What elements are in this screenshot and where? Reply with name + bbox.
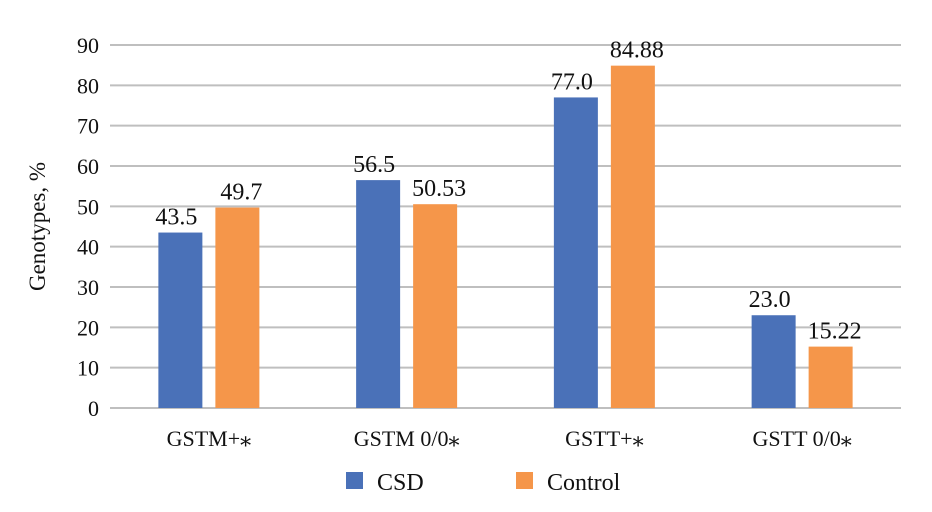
legend-label: CSD — [377, 470, 424, 496]
bar-csd-3 — [751, 315, 796, 408]
legend-item-control: Control — [516, 470, 621, 496]
data-labels: 43.5 49.7 56.5 50.53 77.0 84.88 23.0 15.22 — [155, 38, 861, 345]
bars — [158, 65, 853, 408]
y-tick-label: 80 — [77, 73, 99, 98]
data-label: 56.5 — [353, 152, 395, 178]
data-label: 50.53 — [412, 176, 466, 202]
x-axis-ticks: GSTM+⁎ GSTM 0/0⁎ GSTT+⁎ GSTT 0/0⁎ — [167, 426, 852, 451]
bar-csd-2 — [553, 97, 598, 408]
bar-csd-1 — [356, 180, 401, 408]
y-tick-label: 0 — [88, 396, 99, 421]
y-tick-label: 50 — [77, 194, 99, 219]
data-label: 77.0 — [551, 69, 593, 95]
legend-swatch — [346, 472, 363, 489]
y-tick-label: 70 — [77, 114, 99, 139]
bar-control-3 — [808, 346, 853, 408]
y-tick-label: 90 — [77, 33, 99, 58]
x-tick-label: GSTM+⁎ — [167, 426, 252, 451]
bar-control-2 — [610, 65, 655, 408]
data-label: 15.22 — [808, 319, 862, 345]
legend: CSD Control — [346, 470, 621, 496]
bar-control-1 — [413, 204, 458, 408]
data-label: 23.0 — [749, 287, 791, 313]
y-tick-label: 20 — [77, 315, 99, 340]
legend-swatch — [516, 472, 533, 489]
bar-control-0 — [215, 207, 260, 408]
y-axis-ticks: 0 10 20 30 40 50 60 70 80 90 — [77, 33, 99, 421]
legend-label: Control — [547, 470, 621, 496]
x-tick-label: GSTT 0/0⁎ — [753, 426, 852, 451]
x-tick-label: GSTT+⁎ — [565, 426, 643, 451]
y-tick-label: 10 — [77, 356, 99, 381]
legend-item-csd: CSD — [346, 470, 424, 496]
data-label: 49.7 — [220, 180, 262, 206]
bar-csd-0 — [158, 232, 203, 408]
y-tick-label: 60 — [77, 154, 99, 179]
y-tick-label: 40 — [77, 235, 99, 260]
data-label: 43.5 — [155, 205, 197, 231]
data-label: 84.88 — [610, 38, 664, 64]
y-axis-title: Genotypes, % — [25, 162, 50, 291]
x-tick-label: GSTM 0/0⁎ — [354, 426, 460, 451]
y-tick-label: 30 — [77, 275, 99, 300]
